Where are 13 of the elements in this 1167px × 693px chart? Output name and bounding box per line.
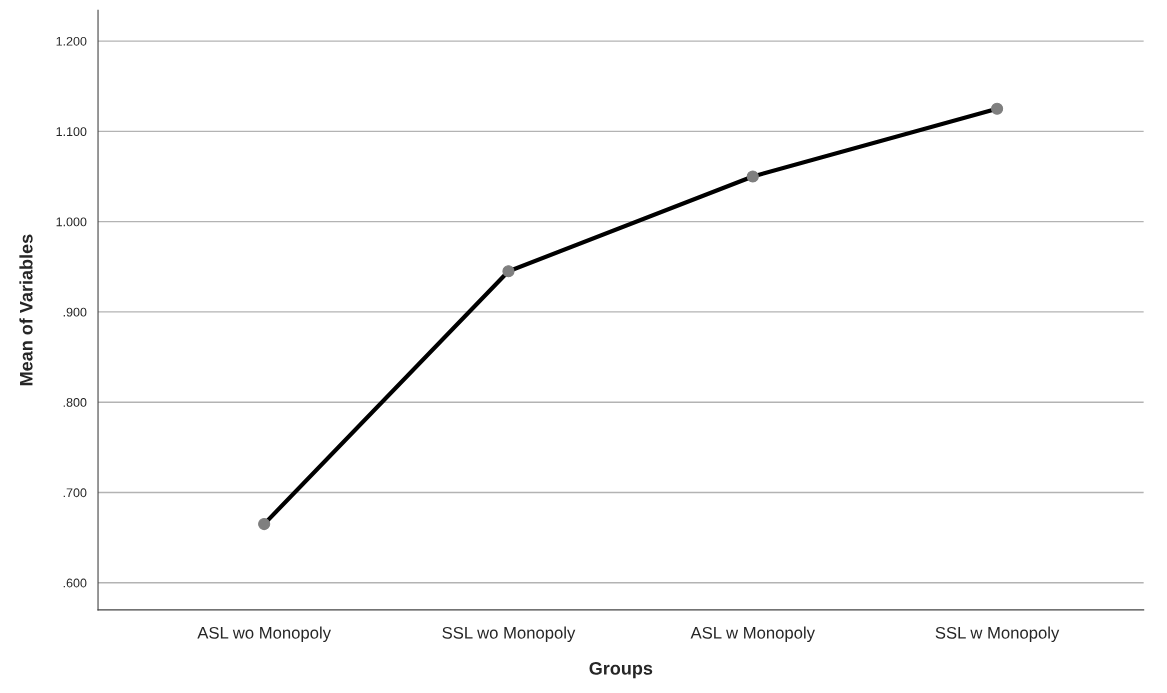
y-axis-title: Mean of Variables [19,234,33,386]
x-tick-label: SSL wo Monopoly [442,626,576,643]
y-tick-label: 1.000 [56,217,87,227]
y-tick-label: .600 [63,578,87,588]
y-tick-label: .700 [63,488,87,498]
y-tick-label: 1.100 [56,127,87,137]
x-tick-label: ASL w Monopoly [690,626,815,643]
y-tick-label: .800 [63,398,87,407]
y-tick-label: 1.200 [56,36,87,46]
x-tick-label: ASL wo Monopoly [197,626,331,643]
x-axis-title: Groups [589,661,653,679]
x-tick-label: SSL w Monopoly [935,626,1060,643]
y-tick-label: .900 [63,307,87,317]
